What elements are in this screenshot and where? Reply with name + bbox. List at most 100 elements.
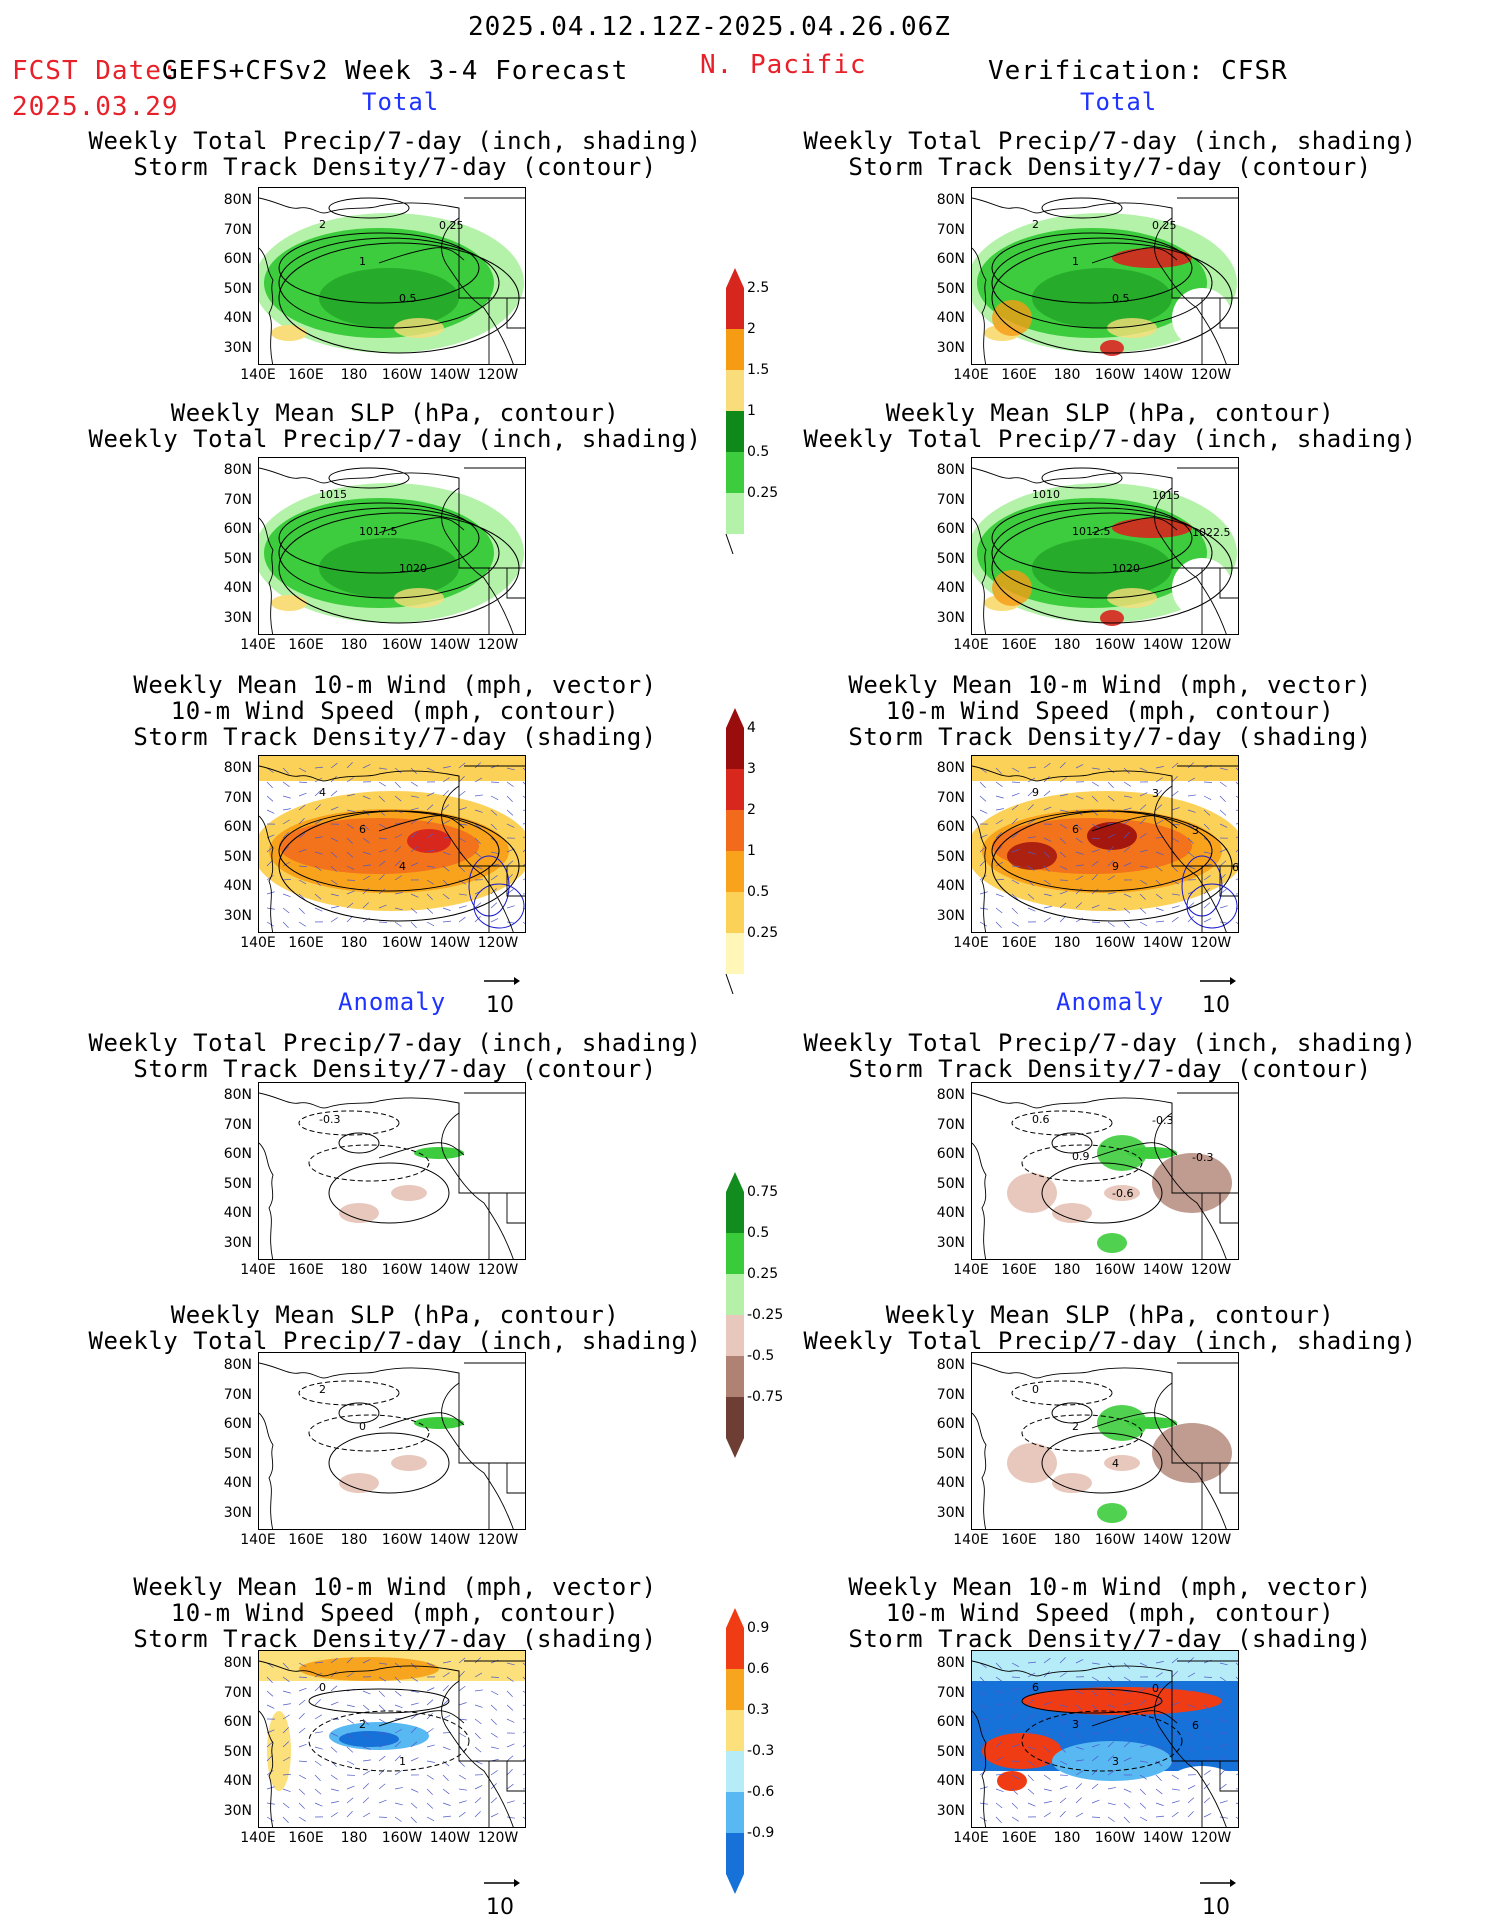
colorbar-label: 0.25	[747, 485, 779, 501]
lon-tick-label: 160E	[1001, 367, 1037, 383]
lat-tick-label: 70N	[936, 1116, 965, 1133]
lon-tick-label: 160E	[1001, 1262, 1037, 1278]
colorbar-label: 0.5	[747, 884, 770, 900]
lat-tick-label: 70N	[936, 789, 965, 806]
region-title: N. Pacific	[700, 50, 867, 80]
title-line: Storm Track Density/7-day (contour)	[848, 1055, 1372, 1083]
contour-label: 3	[1152, 787, 1159, 800]
lon-tick-label: 140W	[429, 637, 471, 653]
map-graphic: 0.6 0.9 -0.6 -0.3 -0.3	[972, 1092, 1238, 1259]
section-total-left: Total	[362, 88, 440, 116]
colorbar-swatch	[726, 1274, 744, 1315]
lon-tick-label: 140W	[429, 935, 471, 951]
period-title: 2025.04.12.12Z-2025.04.26.06Z	[468, 12, 951, 42]
lat-tick-label: 70N	[936, 1386, 965, 1403]
colorbar-swatch	[726, 728, 744, 769]
lat-tick-label: 80N	[936, 1087, 965, 1103]
lon-tick-label: 160W	[1094, 1830, 1136, 1846]
lat-tick-label: 40N	[223, 580, 252, 596]
contour-label: 2	[319, 1383, 326, 1396]
title-line: Storm Track Density/7-day (shading)	[848, 1625, 1372, 1653]
vector-reference-6r: 10	[1196, 1870, 1236, 1920]
title-line: Weekly Mean SLP (hPa, contour)	[170, 1301, 620, 1329]
lat-tick-label: 30N	[223, 907, 252, 924]
title-line: Weekly Mean SLP (hPa, contour)	[170, 399, 620, 427]
lat-tick-label: 60N	[223, 819, 252, 835]
lat-tick-label: 60N	[223, 1416, 252, 1432]
colorbar-label: 0.6	[747, 1661, 770, 1677]
contour-label: 0.25	[1152, 219, 1177, 232]
lat-tick-label: 70N	[223, 1116, 252, 1133]
lat-tick-label: 40N	[223, 1205, 252, 1221]
lat-tick-label: 50N	[223, 280, 252, 297]
title-line: Weekly Mean SLP (hPa, contour)	[885, 399, 1335, 427]
panel-title-6r: Weekly Mean 10-m Wind (mph, vector) 10-m…	[790, 1574, 1430, 1652]
colorbar-label: 0.9	[747, 1620, 770, 1636]
lat-tick-label: 80N	[223, 192, 252, 208]
lon-tick-label: 120W	[477, 1532, 519, 1548]
panel-title-5r: Weekly Mean SLP (hPa, contour) Weekly To…	[790, 1302, 1430, 1354]
panel-title-5l: Weekly Mean SLP (hPa, contour) Weekly To…	[75, 1302, 715, 1354]
lat-tick-label: 50N	[936, 1743, 965, 1760]
title-line: Weekly Total Precip/7-day (inch, shading…	[803, 127, 1417, 155]
lat-tick-label: 60N	[223, 1146, 252, 1162]
lat-tick-label: 70N	[223, 789, 252, 806]
title-line: Weekly Mean SLP (hPa, contour)	[885, 1301, 1335, 1329]
lat-tick-label: 80N	[223, 1357, 252, 1373]
fcst-date: 2025.03.29	[12, 92, 179, 122]
lat-tick-label: 80N	[936, 760, 965, 776]
colorbar-label: -0.5	[747, 1348, 775, 1364]
contour-label: 0.5	[399, 292, 417, 305]
colorbar-label: 2.5	[747, 280, 770, 296]
lon-tick-label: 140W	[429, 367, 471, 383]
vector-ref-label: 10	[486, 993, 514, 1018]
contour-label: 1020	[1112, 562, 1140, 575]
lon-tick-label: 140E	[240, 637, 276, 653]
lon-tick-label: 180	[340, 367, 368, 383]
colorbar-track-anomaly	[726, 1608, 744, 1894]
map-panel-p4l: -0.3	[258, 1082, 526, 1260]
colorbar-label: 0.75	[747, 1184, 779, 1200]
colorbar-swatch	[726, 1710, 744, 1751]
map-graphic: 0 2 4	[972, 1362, 1238, 1529]
arrow-right-icon	[484, 977, 520, 985]
colorbar-swatch	[726, 1628, 744, 1669]
lat-tick-label: 50N	[936, 280, 965, 297]
colorbar-label: 2	[747, 802, 756, 818]
map-graphic: 2 1 0.5 0.25	[972, 197, 1238, 364]
lon-tick-label: 120W	[477, 1830, 519, 1846]
contour-label: -0.3	[1192, 1151, 1213, 1164]
lon-tick-label: 160W	[1094, 935, 1136, 951]
lon-tick-label: 160W	[381, 367, 423, 383]
map-graphic: 4 6 4	[259, 756, 525, 932]
contour-label: 1020	[399, 562, 427, 575]
map-graphic: 1015 1017.5 1020	[259, 467, 525, 634]
colorbar-swatch	[726, 1233, 744, 1274]
map-panel-p1r: 2 1 0.5 0.25	[971, 187, 1239, 365]
model-title: GEFS+CFSv2 Week 3-4 Forecast	[162, 56, 629, 86]
lon-tick-label: 120W	[1190, 367, 1232, 383]
lon-tick-label: 160E	[1001, 1830, 1037, 1846]
lat-tick-label: 80N	[936, 192, 965, 208]
contour-label: -0.6	[1112, 1187, 1133, 1200]
vector-ref-label: 10	[1202, 1895, 1230, 1920]
lat-tick-label: 60N	[936, 1416, 965, 1432]
arrow-right-icon	[1200, 1879, 1236, 1887]
contour-label: 0	[319, 1681, 326, 1694]
contour-label: 0.6	[1032, 1113, 1050, 1126]
contour-label: 0.5	[1112, 292, 1130, 305]
contour-label: -0.3	[319, 1113, 340, 1126]
lon-tick-label: 160W	[1094, 637, 1136, 653]
contour-label: 6	[1032, 1681, 1039, 1694]
colorbar-swatch	[726, 288, 744, 329]
colorbar-swatch	[726, 851, 744, 892]
contour-label: 1022.5	[1192, 526, 1231, 539]
lon-tick-label: 160W	[381, 1830, 423, 1846]
map-panel-p6r: 6 3 3 0 6	[971, 1650, 1239, 1828]
lon-tick-label: 160E	[288, 1532, 324, 1548]
lat-tick-label: 50N	[223, 550, 252, 567]
colorbar-label: 4	[747, 720, 756, 736]
title-line: 10-m Wind Speed (mph, contour)	[170, 1599, 620, 1627]
lon-tick-label: 140W	[1142, 367, 1184, 383]
